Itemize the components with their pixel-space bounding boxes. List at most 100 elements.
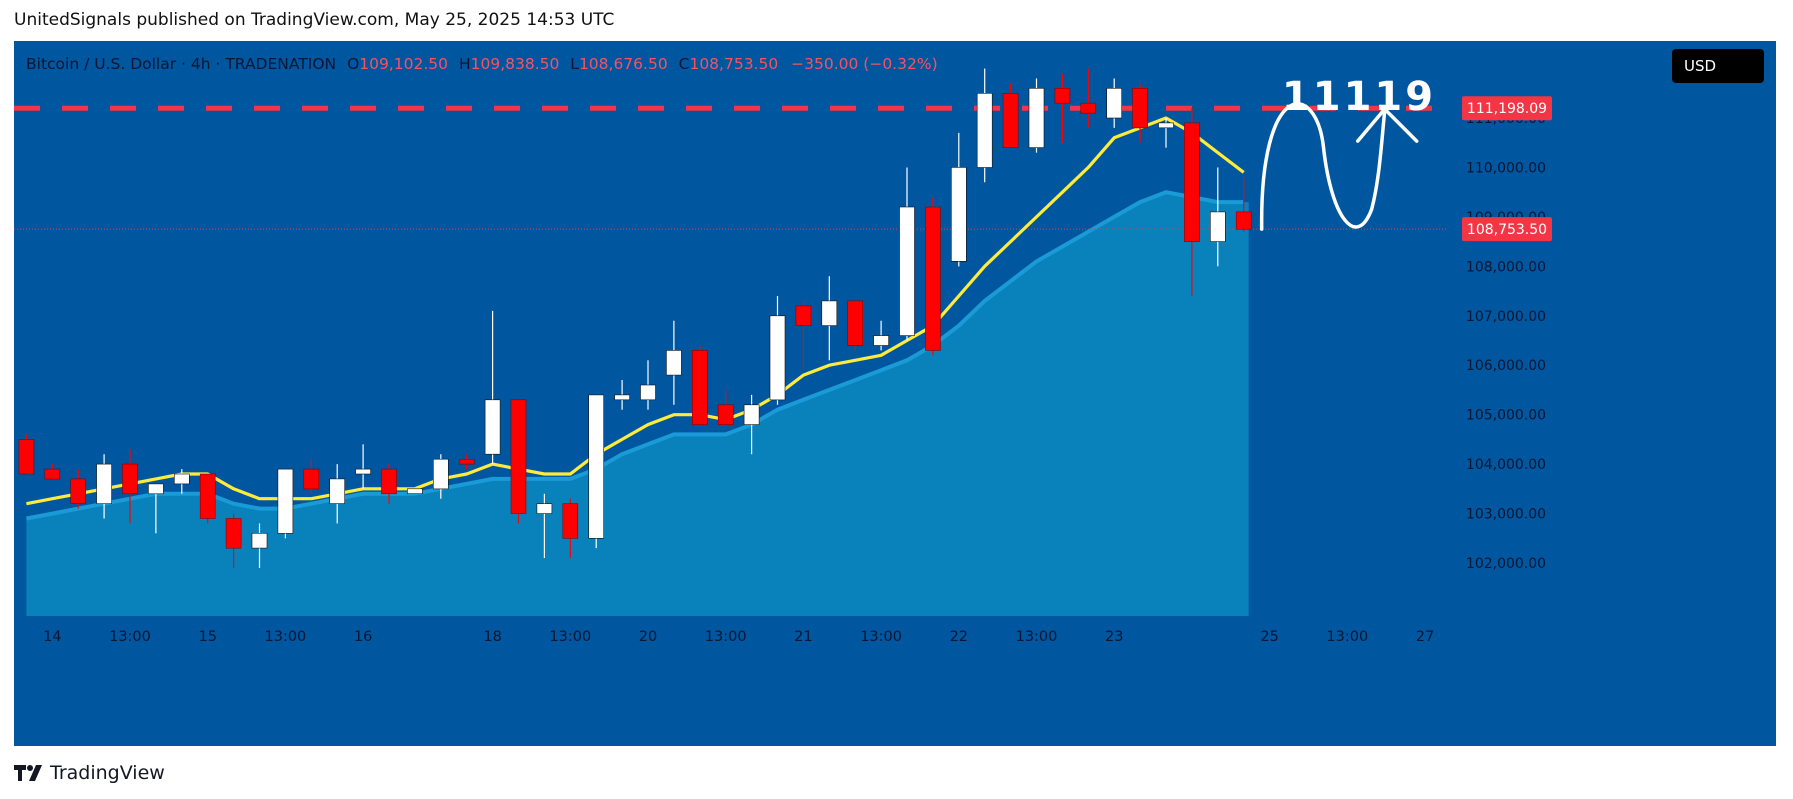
candle-body [329,478,346,504]
candle-body [174,473,190,485]
brand-name: TradingView [50,762,165,784]
price-tick-label: 105,000.00 [1466,408,1546,424]
price-tick-label: 110,000.00 [1466,160,1546,176]
candle-body [148,483,164,495]
change-value: −350.00 (−0.32%) [791,55,938,73]
time-tick-label: 13:00 [1016,629,1058,645]
close-value: 108,753.50 [689,55,779,73]
time-tick-label: 18 [483,629,501,645]
time-tick-label: 27 [1416,629,1434,645]
footer-brand[interactable]: TradingView [14,762,165,784]
chart-frame[interactable]: 102,000.00 103,000.00 104,000.00 105,000.00… [14,41,1776,746]
candle-body [251,532,268,549]
resistance-price-label: 111,198.09 [1467,101,1547,117]
candle-body [1028,87,1045,148]
candle-body [225,518,242,549]
price-tick-label: 107,000.00 [1466,309,1546,325]
candle-body [484,399,501,455]
candle-body [355,468,371,475]
forecast-arrow-head [1355,107,1419,143]
tradingview-logo-icon [14,765,42,781]
candle-body [769,315,786,401]
time-tick-label: 16 [354,629,372,645]
price-tick-label: 102,000.00 [1466,556,1546,572]
candle-body [96,463,112,505]
candle-body [18,439,35,475]
time-tick-label: 15 [198,629,216,645]
candle-body [1054,87,1071,104]
candle-body [303,468,320,490]
candle-body [381,468,397,495]
candle-body [614,394,630,401]
time-tick-label: 13:00 [109,629,151,645]
time-tick-label: 25 [1260,629,1278,645]
candle-body [1002,92,1019,149]
candle-body [976,92,993,168]
candle-body [821,300,838,326]
time-tick-label: 14 [43,629,61,645]
candle-body [432,458,449,490]
time-axis-strip [14,616,1448,651]
time-tick-label: 13:00 [265,629,307,645]
ma-slow-line [26,190,1244,521]
candle-body [122,463,138,495]
low-label: L [570,55,579,73]
candle-body [847,300,864,346]
candle-body [277,468,294,534]
candle-body [1210,211,1226,242]
candle-body [536,503,553,514]
time-tick-label: 20 [639,629,657,645]
candle-body [407,488,423,494]
candle-body [1184,122,1200,242]
time-tick-label: 22 [950,629,968,645]
resistance-price-tag [1462,96,1552,121]
forecast-wave [1259,102,1387,231]
candle-body [950,167,967,262]
candle-body [925,206,941,351]
candle-body [70,478,87,504]
candle-body [795,305,812,326]
last-price-label: 108,753.50 [1467,222,1547,238]
time-tick-label: 13:00 [860,629,902,645]
candle-body [588,394,605,539]
candle-body [873,335,889,346]
candle-body [1106,87,1122,119]
low-value: 108,676.50 [578,55,668,73]
last-price-tag [1462,217,1552,242]
open-label: O [347,55,360,73]
candle-body [510,399,527,514]
candle-body [666,350,682,376]
publisher-caption: UnitedSignals published on TradingView.c… [14,10,615,30]
ohlc-legend: Bitcoin / U.S. Dollar · 4h · TRADENATION… [26,55,938,73]
candle-body [458,458,475,465]
candle-body [640,384,656,401]
close-label: C [678,55,690,73]
candle-body [899,206,915,336]
time-tick-label: 21 [794,629,812,645]
time-tick-label: 13:00 [1326,629,1368,645]
price-tick-label: 108,000.00 [1466,259,1546,275]
open-value: 109,102.50 [359,55,449,73]
currency-button[interactable]: USD [1672,49,1764,83]
symbol-label[interactable]: Bitcoin / U.S. Dollar · 4h · TRADENATION [26,55,337,73]
candle-body [562,503,579,539]
price-tick-label: 103,000.00 [1466,507,1546,523]
price-tick-label: 106,000.00 [1466,358,1546,374]
candle-body [1080,102,1097,114]
time-tick-label: 23 [1105,629,1123,645]
ma-fast-line [26,116,1245,506]
price-chart[interactable]: 102,000.00 103,000.00 104,000.00 105,000.00… [14,41,1776,746]
candle-body [199,473,216,519]
candle-body [717,404,734,425]
time-tick-label: 13:00 [549,629,591,645]
high-label: H [458,55,471,73]
candle-body [691,350,708,425]
candle-body [1235,211,1252,230]
candle-body [44,468,61,480]
candle-body [743,404,760,425]
candle-body [1132,87,1148,129]
high-value: 109,838.50 [470,55,560,73]
target-annotation: 11119 [1282,74,1436,120]
price-tick-label: 104,000.00 [1466,457,1546,473]
candle-body [1158,122,1174,129]
